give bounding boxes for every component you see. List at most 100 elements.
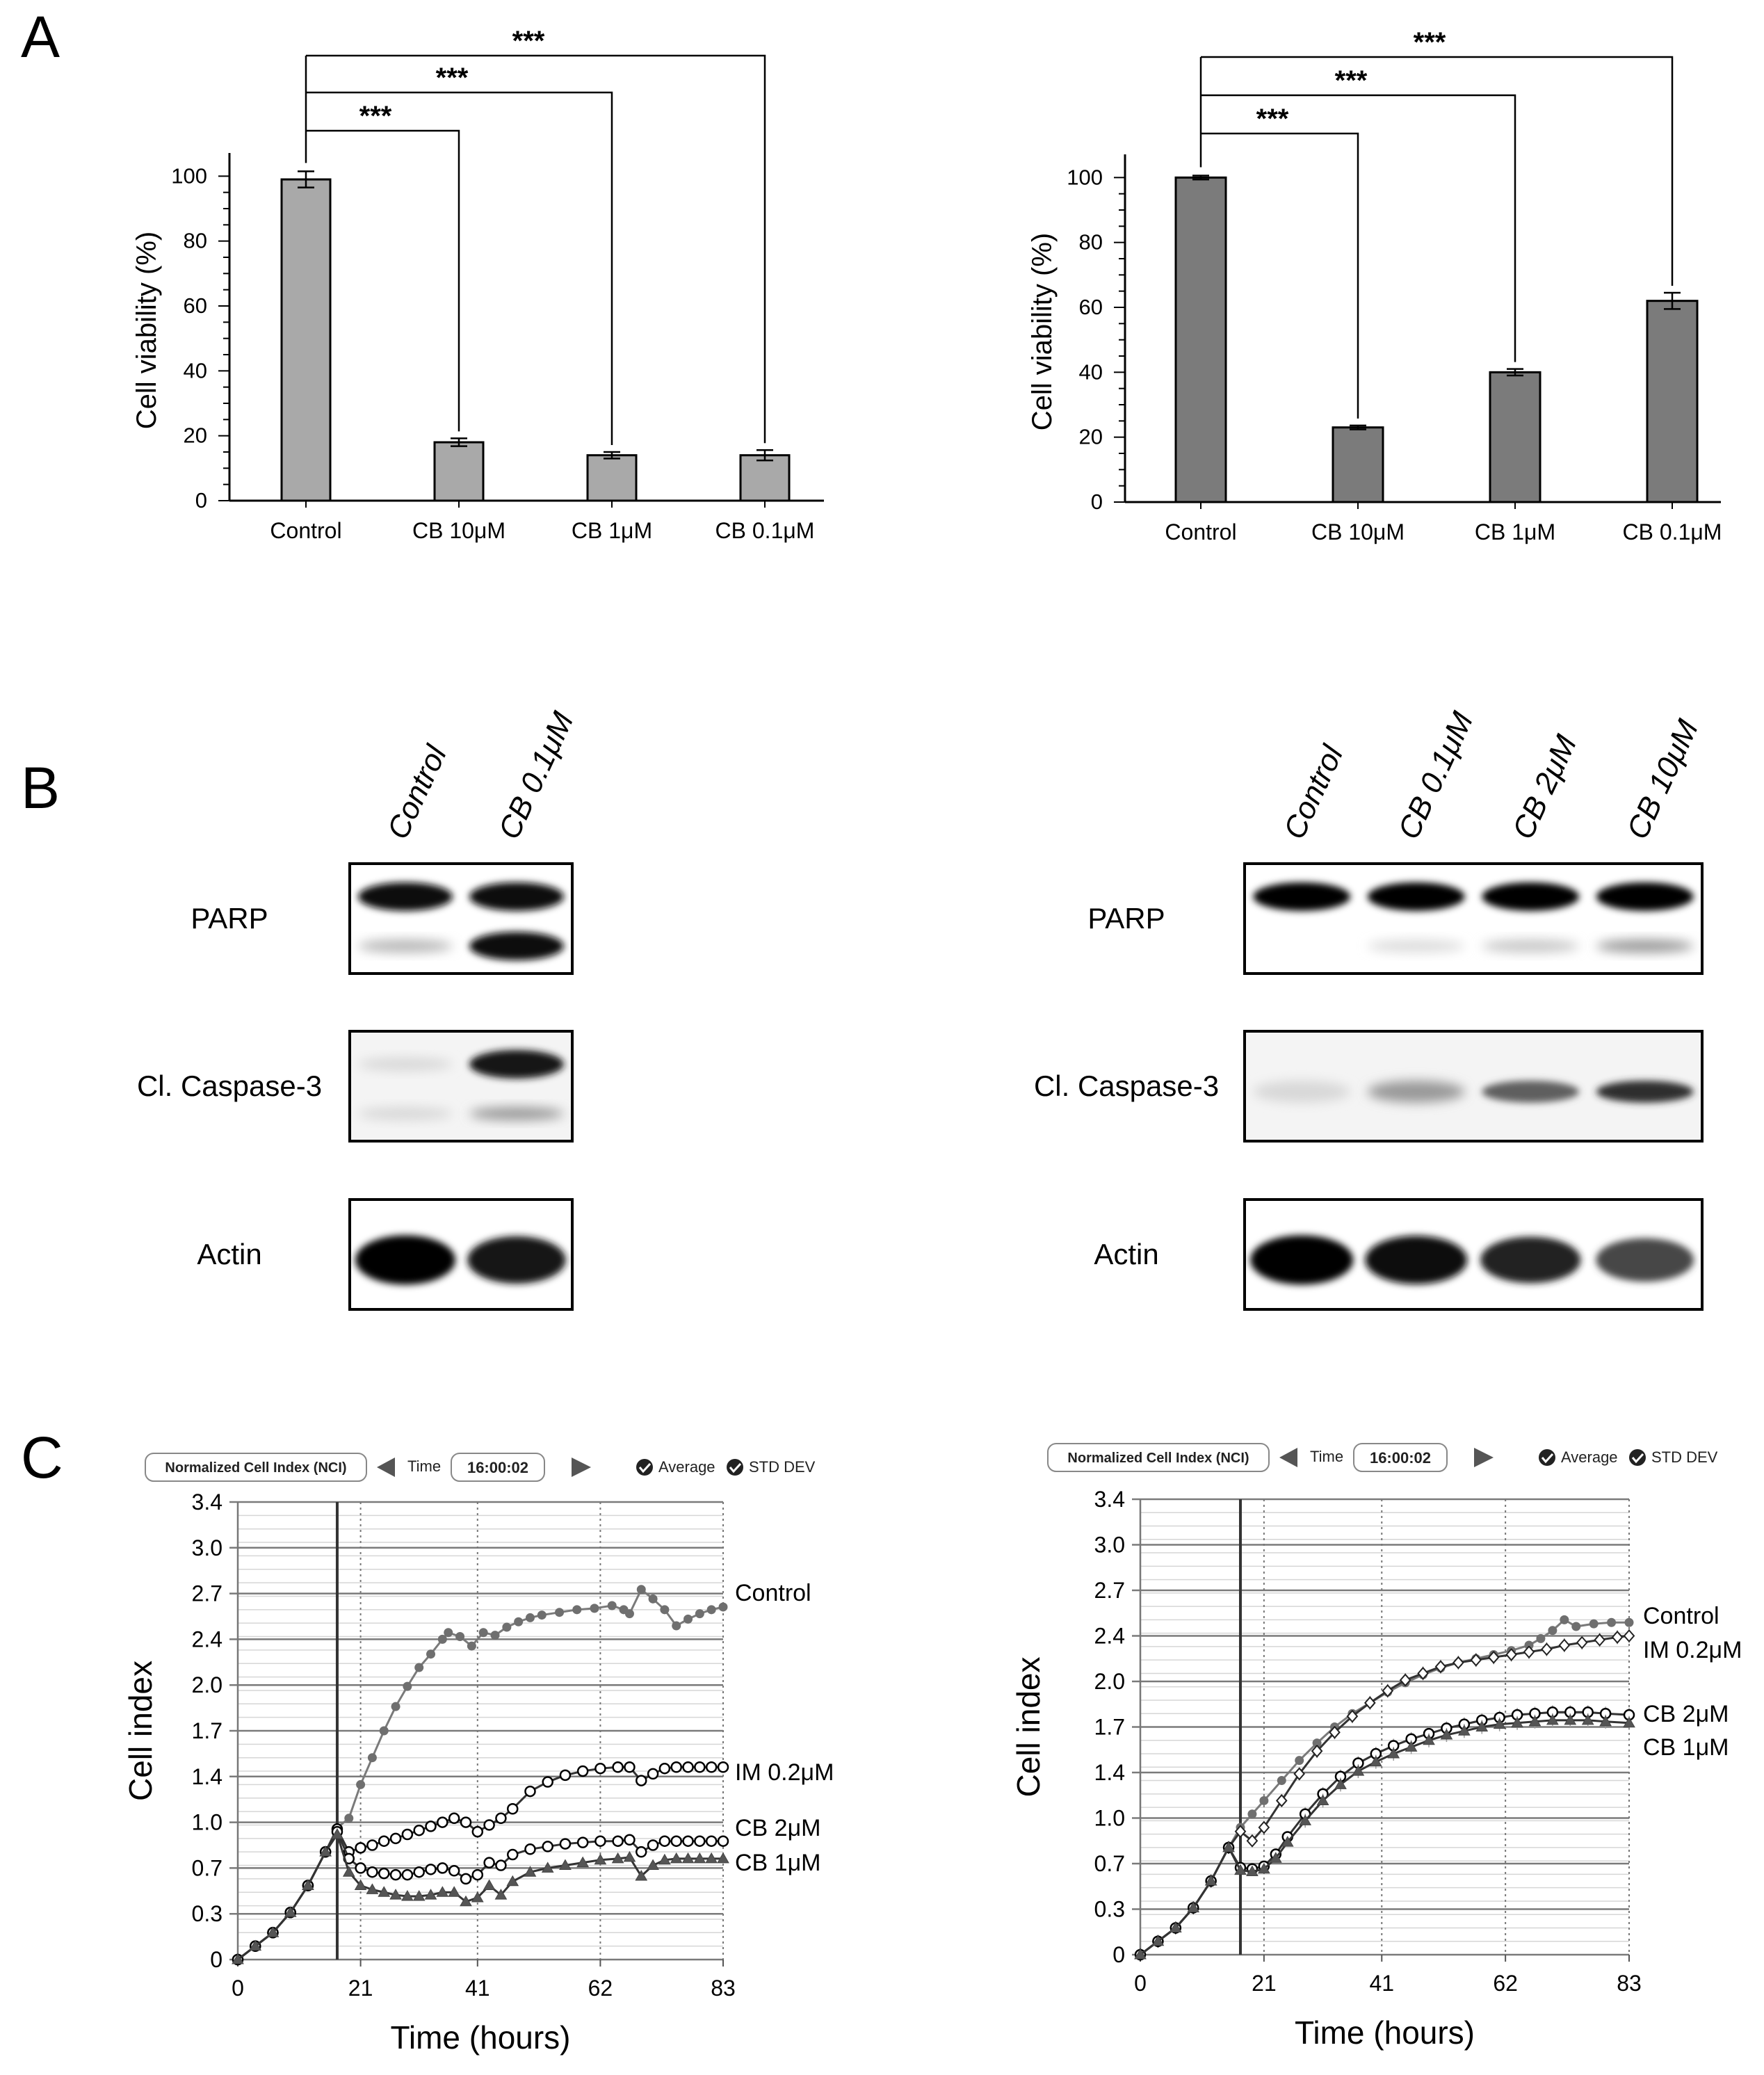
x-tick-label: 0 — [1134, 1971, 1147, 1996]
data-point-control — [426, 1649, 436, 1659]
significance-bracket — [306, 91, 613, 445]
lane-label-cb-0-1-m: CB 0.1μM — [492, 707, 581, 844]
data-point-cb-1-m — [1369, 1755, 1382, 1767]
data-point-im-0-2-m — [1293, 1767, 1306, 1781]
data-point-im-0-2-m — [413, 1824, 425, 1836]
band-parp-control — [358, 939, 453, 953]
data-point-im-0-2-m — [1505, 1647, 1517, 1661]
y-tick-label: 1.7 — [1094, 1715, 1125, 1740]
data-point-cb-1-m — [471, 1891, 484, 1903]
y-tick-label: 0 — [195, 488, 207, 512]
data-point-cb-1-m — [1169, 1921, 1182, 1932]
data-point-cb-1-m — [319, 1846, 332, 1857]
data-point-cb-2-m — [437, 1862, 448, 1874]
data-point-cb-1-m — [635, 1870, 648, 1881]
data-point-cb-1-m — [1222, 1841, 1235, 1852]
data-point-control — [607, 1601, 617, 1610]
data-point-cb-2-m — [471, 1868, 484, 1881]
average-checkbox-icon — [636, 1459, 653, 1476]
bar-cb-10-m — [433, 441, 485, 502]
panel-label-c: C — [21, 1425, 63, 1490]
data-point-cb-1-m — [389, 1889, 402, 1900]
data-point-cb-2-m — [366, 1866, 378, 1878]
data-point-cb-2-m — [647, 1839, 659, 1851]
data-point-im-0-2-m — [647, 1768, 659, 1780]
data-point-im-0-2-m — [1470, 1653, 1482, 1667]
line-chart-cell-index-left: Normalized Cell Index (NCI) Time 16:00:02 A… — [122, 1453, 834, 2056]
x-tick-label: CB 1μM — [1475, 519, 1555, 544]
x-tick-label: CB 0.1μM — [715, 518, 815, 543]
y-tick-label: 40 — [1079, 360, 1103, 384]
data-point-control — [1247, 1809, 1257, 1819]
data-point-im-0-2-m — [1541, 1642, 1553, 1656]
check-icon — [729, 1462, 742, 1474]
data-point-cb-1-m — [232, 1953, 244, 1964]
average-checkbox-icon — [1539, 1449, 1555, 1466]
data-point-cb-1-m — [436, 1886, 449, 1897]
data-point-cb-2-m — [658, 1835, 671, 1847]
data-point-cb-1-m — [1387, 1747, 1400, 1759]
data-point-cb-2-m — [401, 1868, 414, 1881]
y-tick-label: 0 — [1091, 490, 1103, 514]
x-tick-label: CB 0.1μM — [1623, 519, 1722, 544]
data-point-cb-2-m — [448, 1865, 460, 1877]
data-point-cb-1-m — [1234, 1864, 1247, 1875]
nci-selector-label: Normalized Cell Index (NCI) — [1067, 1451, 1249, 1466]
data-point-cb-1-m — [460, 1895, 472, 1907]
data-point-cb-1-m — [302, 1879, 314, 1891]
data-point-im-0-2-m — [1246, 1834, 1259, 1848]
series-line-control — [1140, 1618, 1629, 1956]
time-value: 16:00:02 — [1370, 1449, 1431, 1467]
data-point-im-0-2-m — [401, 1828, 414, 1841]
nci-selector — [145, 1453, 367, 1482]
y-tick-label: 80 — [184, 229, 207, 253]
data-point-im-0-2-m — [1399, 1673, 1411, 1687]
next-time-icon — [1474, 1448, 1494, 1467]
y-tick-label: 3.4 — [192, 1489, 222, 1515]
y-tick-label: 3.0 — [1094, 1533, 1125, 1558]
y-tick-label: 20 — [1079, 425, 1103, 449]
series-label-control: Control — [1643, 1603, 1720, 1629]
data-point-im-0-2-m — [366, 1839, 378, 1851]
data-point-cb-1-m — [1151, 1935, 1165, 1946]
data-point-im-0-2-m — [1417, 1666, 1429, 1680]
data-point-cb-1-m — [1316, 1794, 1329, 1805]
data-point-cb-1-m — [670, 1852, 683, 1864]
data-point-im-0-2-m — [1258, 1820, 1270, 1834]
data-point-cb-1-m — [342, 1866, 355, 1877]
data-point-cb-1-m — [647, 1859, 659, 1871]
data-point-im-0-2-m — [658, 1762, 671, 1775]
data-point-cb-1-m — [559, 1859, 572, 1871]
data-point-im-0-2-m — [495, 1812, 507, 1825]
data-point-im-0-2-m — [670, 1761, 682, 1773]
x-tick-label: Control — [1165, 519, 1236, 544]
data-point-control — [367, 1753, 377, 1763]
data-point-cb-2-m — [460, 1873, 472, 1885]
data-point-im-0-2-m — [389, 1832, 402, 1845]
data-point-im-0-2-m — [507, 1802, 519, 1815]
data-point-cb-1-m — [1475, 1720, 1489, 1731]
y-tick-label: 2.0 — [192, 1672, 222, 1697]
data-point-control — [1548, 1626, 1557, 1636]
row-label-actin: Actin — [1094, 1238, 1158, 1270]
data-point-cb-1-m — [623, 1850, 636, 1862]
band-cl-caspase-3-cb-0-1-m — [1367, 1081, 1465, 1103]
y-tick-label: 2.7 — [1094, 1578, 1125, 1603]
data-point-cb-1-m — [412, 1890, 426, 1901]
data-point-cb-2-m — [378, 1867, 390, 1880]
bar-cb-1-m — [1489, 371, 1542, 503]
data-point-control — [403, 1681, 412, 1691]
data-point-cb-1-m — [1623, 1716, 1635, 1728]
x-tick-label: 21 — [348, 1976, 373, 2001]
y-tick-label: 0.7 — [192, 1855, 222, 1880]
data-point-cb-1-m — [331, 1828, 343, 1839]
band-cl-caspase-3-control — [358, 1107, 453, 1120]
y-tick-label: 3.0 — [192, 1535, 222, 1560]
row-label-parp: PARP — [1087, 902, 1165, 935]
data-point-control — [344, 1814, 354, 1823]
data-point-control — [1536, 1633, 1546, 1643]
data-point-im-0-2-m — [1234, 1825, 1247, 1839]
band-actin-control — [1250, 1235, 1354, 1285]
band-parp-cb-0-1-m — [469, 931, 564, 961]
y-tick-label: 0.7 — [1094, 1851, 1125, 1876]
